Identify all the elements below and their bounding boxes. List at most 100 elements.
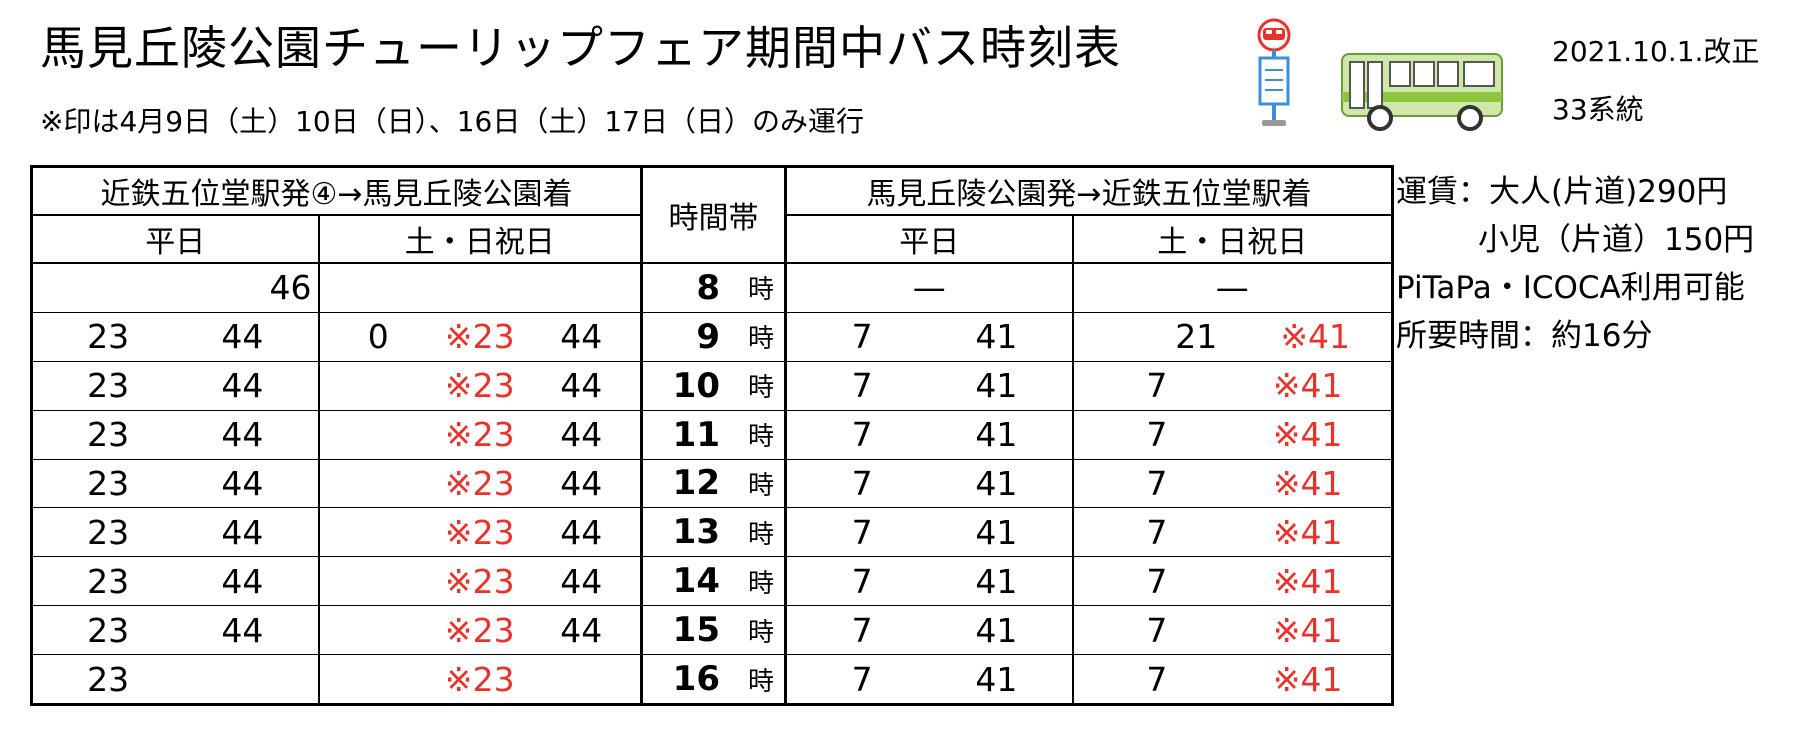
ic-card-info: PiTaPa・ICOCA利用可能	[1396, 270, 1745, 306]
hour-number: 15	[672, 610, 720, 651]
inbound-holiday-cell: 7 ※41	[1071, 458, 1394, 509]
inbound-weekday-cell: 7 41	[784, 311, 1074, 362]
departure-minute: 44	[221, 415, 264, 455]
outbound-holiday-cell: ※23 44	[317, 360, 643, 411]
departure-minute: 44	[221, 561, 264, 601]
departure-minute: 7	[1146, 561, 1168, 601]
departure-minute: 44	[560, 415, 603, 455]
departure-minute: 44	[560, 463, 603, 503]
hour-cell: 12 時	[640, 458, 787, 509]
route-number: 33系統	[1552, 93, 1644, 126]
special-departure-minute: ※23	[444, 415, 515, 455]
inbound-holiday-header: 土・日祝日	[1071, 214, 1394, 264]
hour-number: 11	[672, 414, 720, 455]
table-row: 23 ※23 16 時 7 41 7 ※41	[30, 654, 1394, 705]
hour-suffix: 時	[747, 568, 774, 599]
outbound-holiday-cell: ※23 44	[317, 556, 643, 607]
hour-cell: 10 時	[640, 360, 787, 411]
hour-band-header: 時間帯	[640, 165, 787, 264]
outbound-weekday-cell: 23 44	[30, 409, 320, 460]
bus-stop-icon	[1257, 18, 1291, 126]
special-departure-minute: ※41	[1272, 561, 1343, 601]
table-row: 23 44 ※23 44 11 時 7 41 7 ※41	[30, 409, 1394, 460]
fare-info: 運賃：大人(片道)290円 小児（片道）150円 PiTaPa・ICOCA利用可…	[1396, 168, 1754, 360]
departure-minute: 23	[87, 610, 130, 650]
hour-cell: 14 時	[640, 556, 787, 607]
departure-minute: 41	[975, 561, 1018, 601]
departure-minute: 41	[975, 366, 1018, 406]
departure-minute: 41	[975, 317, 1018, 357]
outbound-holiday-header: 土・日祝日	[317, 214, 643, 264]
departure-minute: 7	[851, 659, 873, 699]
hour-cell: 16 時	[640, 654, 787, 705]
inbound-holiday-cell: 7 ※41	[1071, 360, 1394, 411]
departure-minute: 23	[87, 561, 130, 601]
inbound-holiday-cell: 7 ※41	[1071, 507, 1394, 558]
hour-number: 16	[672, 659, 720, 699]
inbound-holiday-cell: 7 ※41	[1071, 605, 1394, 656]
departure-minute: 7	[1146, 415, 1168, 455]
outbound-weekday-cell: 23 44	[30, 360, 320, 411]
inbound-holiday-cell: 7 ※41	[1071, 556, 1394, 607]
outbound-weekday-cell: 46	[30, 262, 320, 313]
special-departure-minute: ※41	[1272, 415, 1343, 455]
hour-cell: 13 時	[640, 507, 787, 558]
departure-minute: 7	[851, 317, 873, 357]
special-departure-minute: ※23	[444, 610, 515, 650]
departure-minute: 7	[1146, 610, 1168, 650]
hour-suffix: 時	[747, 324, 774, 355]
table-row: 23 44 ※23 44 13 時 7 41 7 ※41	[30, 507, 1394, 558]
inbound-weekday-cell: 7 41	[784, 360, 1074, 411]
inbound-weekday-cell: —	[784, 262, 1074, 313]
special-departure-minute: ※41	[1272, 366, 1343, 406]
hour-number: 9	[696, 316, 720, 357]
travel-duration: 所要時間：約16分	[1396, 318, 1653, 354]
departure-minute: 7	[851, 561, 873, 601]
departure-minute: 41	[975, 659, 1018, 699]
departure-minute: 44	[560, 610, 603, 650]
hour-suffix: 時	[747, 666, 774, 697]
hour-suffix: 時	[747, 519, 774, 550]
special-departure-minute: ※23	[444, 561, 515, 601]
departure-minute: 44	[221, 317, 264, 357]
inbound-weekday-cell: 7 41	[784, 409, 1074, 460]
inbound-weekday-cell: 7 41	[784, 605, 1074, 656]
outbound-holiday-cell: ※23 44	[317, 409, 643, 460]
departure-minute: 23	[87, 415, 130, 455]
departure-minute: 23	[87, 463, 130, 503]
bus-icon	[1341, 53, 1503, 131]
hour-number: 14	[672, 561, 720, 602]
revision-date: 2021.10.1.改正	[1552, 35, 1760, 68]
special-departure-minute: ※23	[444, 512, 515, 552]
outbound-weekday-cell: 23	[30, 654, 320, 705]
outbound-weekday-cell: 23 44	[30, 311, 320, 362]
inbound-weekday-cell: 7 41	[784, 507, 1074, 558]
inbound-holiday-cell: 21 ※41	[1071, 311, 1394, 362]
hour-number: 13	[672, 512, 720, 553]
departure-minute: 44	[560, 512, 603, 552]
hour-cell: 11 時	[640, 409, 787, 460]
table-row: 23 44 ※23 44 15 時 7 41 7 ※41	[30, 605, 1394, 656]
outbound-holiday-cell: ※23	[317, 654, 643, 705]
departure-minute: 44	[560, 561, 603, 601]
special-departure-minute: ※41	[1272, 610, 1343, 650]
inbound-header: 馬見丘陵公園発→近鉄五位堂駅着	[784, 165, 1394, 216]
departure-minute: 23	[87, 659, 130, 699]
departure-minute: 41	[975, 512, 1018, 552]
departure-minute: 7	[1146, 659, 1168, 699]
hour-number: 12	[672, 463, 720, 504]
outbound-holiday-cell: ※23 44	[317, 605, 643, 656]
timetable: 近鉄五位堂駅発④→馬見丘陵公園着 時間帯 馬見丘陵公園発→近鉄五位堂駅着 平日 …	[30, 165, 1395, 706]
hour-suffix: 時	[747, 373, 774, 404]
departure-minute: 44	[560, 366, 603, 406]
inbound-weekday-cell: 7 41	[784, 654, 1074, 705]
special-departure-minute: ※41	[1272, 512, 1343, 552]
special-departure-minute: ※41	[1272, 463, 1343, 503]
departure-minute: 44	[221, 366, 264, 406]
outbound-weekday-cell: 23 44	[30, 605, 320, 656]
hour-cell: 15 時	[640, 605, 787, 656]
outbound-weekday-cell: 23 44	[30, 556, 320, 607]
hour-number: 10	[672, 365, 720, 406]
outbound-holiday-cell: ※23 44	[317, 507, 643, 558]
departure-minute: 7	[851, 512, 873, 552]
